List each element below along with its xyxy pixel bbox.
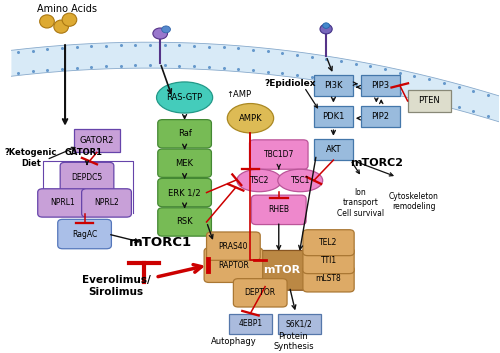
Text: Amino Acids: Amino Acids <box>38 4 98 14</box>
Text: S6K1/2: S6K1/2 <box>286 319 312 328</box>
Text: NPRL1: NPRL1 <box>50 198 75 208</box>
FancyBboxPatch shape <box>303 266 354 292</box>
FancyBboxPatch shape <box>60 162 114 192</box>
FancyBboxPatch shape <box>229 313 272 334</box>
FancyBboxPatch shape <box>58 219 112 249</box>
FancyBboxPatch shape <box>82 189 132 217</box>
Ellipse shape <box>237 169 282 192</box>
Text: AMPK: AMPK <box>238 114 262 123</box>
Text: PRAS40: PRAS40 <box>218 242 248 251</box>
Text: TEL2: TEL2 <box>320 238 338 247</box>
FancyBboxPatch shape <box>252 195 306 225</box>
Text: 4EBP1: 4EBP1 <box>238 319 262 328</box>
Text: RAPTOR: RAPTOR <box>218 261 249 270</box>
Ellipse shape <box>162 26 170 33</box>
FancyBboxPatch shape <box>158 208 212 236</box>
Text: GATOR1: GATOR1 <box>64 148 102 157</box>
Text: Autophagy: Autophagy <box>210 337 256 346</box>
Text: ERK 1/2: ERK 1/2 <box>168 188 201 197</box>
Text: DEPTOR: DEPTOR <box>244 288 276 297</box>
Text: PI3K: PI3K <box>324 81 342 90</box>
Text: MEK: MEK <box>176 159 194 168</box>
FancyBboxPatch shape <box>314 106 353 127</box>
Text: mTORC1: mTORC1 <box>128 236 192 249</box>
Ellipse shape <box>62 13 77 26</box>
Text: PIP2: PIP2 <box>372 112 390 121</box>
Text: ?Epidiolex: ?Epidiolex <box>264 79 316 88</box>
FancyBboxPatch shape <box>360 106 400 127</box>
FancyBboxPatch shape <box>360 75 400 96</box>
Text: TTI1: TTI1 <box>320 256 336 265</box>
Text: mTORC2: mTORC2 <box>350 158 403 168</box>
FancyBboxPatch shape <box>278 313 320 334</box>
Text: RagAC: RagAC <box>72 229 97 239</box>
Text: GATOR2: GATOR2 <box>80 136 114 145</box>
FancyBboxPatch shape <box>74 129 120 152</box>
Text: PIP3: PIP3 <box>371 81 390 90</box>
Ellipse shape <box>228 103 274 133</box>
Text: AKT: AKT <box>326 145 341 154</box>
FancyBboxPatch shape <box>303 230 354 256</box>
Text: Raf: Raf <box>178 129 192 138</box>
Text: Cytoskeleton
remodeling: Cytoskeleton remodeling <box>389 192 439 211</box>
Ellipse shape <box>278 169 322 192</box>
Text: ?Ketogenic
Diet: ?Ketogenic Diet <box>4 148 57 168</box>
FancyBboxPatch shape <box>206 232 260 260</box>
Ellipse shape <box>153 28 168 39</box>
FancyBboxPatch shape <box>234 279 287 307</box>
FancyBboxPatch shape <box>408 90 451 112</box>
Text: TBC1D7: TBC1D7 <box>264 150 294 159</box>
Ellipse shape <box>320 24 332 34</box>
Polygon shape <box>12 42 500 122</box>
FancyBboxPatch shape <box>204 248 262 282</box>
FancyBboxPatch shape <box>158 178 212 207</box>
Text: RHEB: RHEB <box>268 205 289 214</box>
FancyBboxPatch shape <box>250 140 308 169</box>
FancyBboxPatch shape <box>303 248 354 274</box>
Text: Everolimus/
Sirolimus: Everolimus/ Sirolimus <box>82 275 150 297</box>
Text: DEPDC5: DEPDC5 <box>72 173 102 181</box>
Text: Ion
transport
Cell survival: Ion transport Cell survival <box>336 188 384 218</box>
Text: Protein
Synthesis: Protein Synthesis <box>273 332 314 351</box>
Text: TSC1: TSC1 <box>290 176 310 185</box>
FancyBboxPatch shape <box>314 75 353 96</box>
Ellipse shape <box>54 20 68 33</box>
FancyBboxPatch shape <box>38 189 88 217</box>
Text: NPRL2: NPRL2 <box>94 198 119 208</box>
Text: ↑AMP: ↑AMP <box>226 90 252 99</box>
Text: RSK: RSK <box>176 217 193 227</box>
Text: PTEN: PTEN <box>418 96 440 106</box>
FancyBboxPatch shape <box>158 120 212 148</box>
FancyBboxPatch shape <box>158 149 212 177</box>
Text: TSC2: TSC2 <box>250 176 269 185</box>
Text: RAS-GTP: RAS-GTP <box>166 93 202 102</box>
Text: mLST8: mLST8 <box>316 275 342 283</box>
Ellipse shape <box>322 23 330 28</box>
Text: PDK1: PDK1 <box>322 112 344 121</box>
Text: mTOR: mTOR <box>264 265 300 275</box>
FancyBboxPatch shape <box>248 251 316 290</box>
Ellipse shape <box>156 82 212 113</box>
FancyBboxPatch shape <box>314 139 353 160</box>
Ellipse shape <box>40 15 54 28</box>
